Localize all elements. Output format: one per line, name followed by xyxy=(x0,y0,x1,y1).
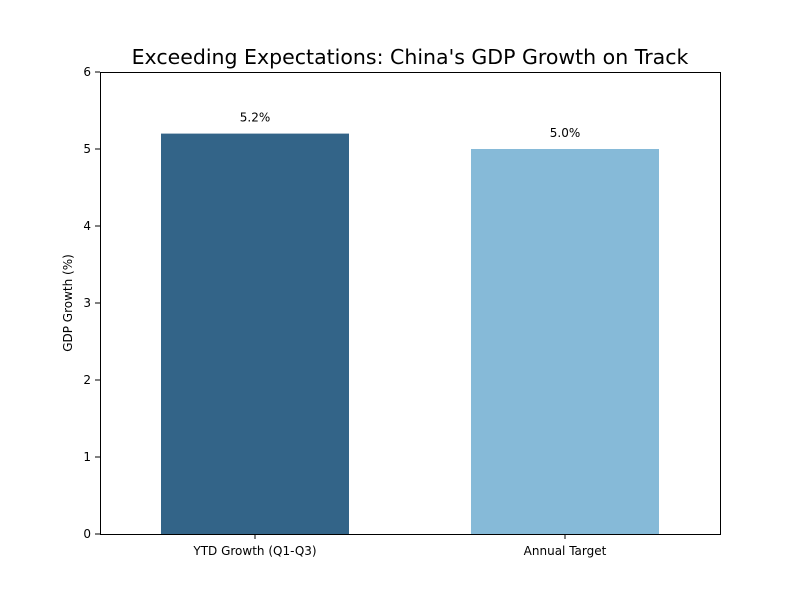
plot-frame xyxy=(100,72,721,535)
bar-value-label: 5.0% xyxy=(550,126,581,140)
y-axis-ticks: 0 1 2 3 4 5 6 xyxy=(83,65,100,541)
y-tick-label: 4 xyxy=(83,219,91,233)
bar-2 xyxy=(471,149,659,534)
bars-group: 5.2% 5.0% xyxy=(161,111,659,534)
y-tick-label: 2 xyxy=(83,373,91,387)
x-axis-ticks: YTD Growth (Q1-Q3) Annual Target xyxy=(192,534,607,558)
y-tick-label: 3 xyxy=(83,296,91,310)
chart-title: Exceeding Expectations: China's GDP Grow… xyxy=(132,45,689,69)
y-tick-label: 5 xyxy=(83,142,91,156)
y-axis-label: GDP Growth (%) xyxy=(61,254,75,352)
y-tick-label: 6 xyxy=(83,65,91,79)
x-tick-label: YTD Growth (Q1-Q3) xyxy=(192,544,316,558)
x-tick-label: Annual Target xyxy=(524,544,607,558)
bar-1 xyxy=(161,133,349,534)
bar-value-label: 5.2% xyxy=(240,111,271,125)
y-tick-label: 1 xyxy=(83,450,91,464)
y-tick-label: 0 xyxy=(83,527,91,541)
